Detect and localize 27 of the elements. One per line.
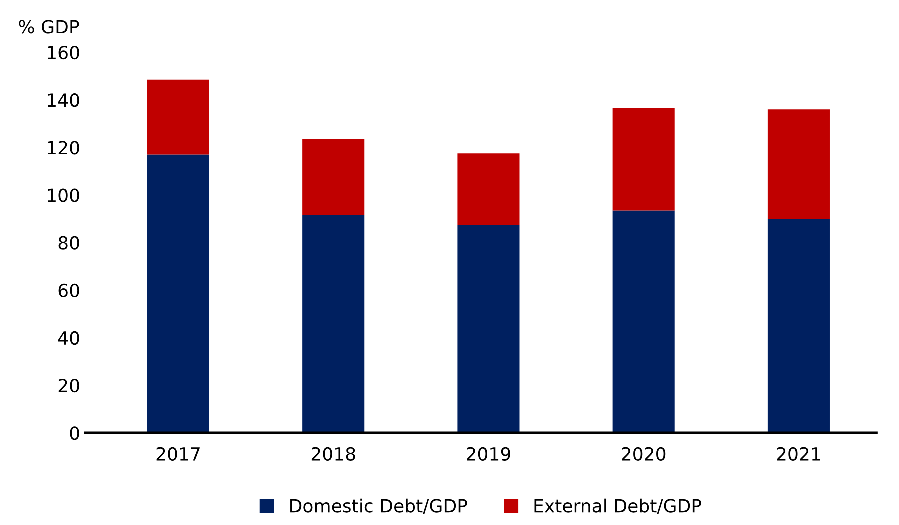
x-tick-label: 2018 [312,447,356,461]
y-tick-label: 60 [58,284,80,298]
legend-label: External Debt/GDP [534,498,702,514]
bar [768,110,830,220]
bar [458,154,520,225]
y-tick-label: 40 [58,331,80,346]
bar [302,139,365,216]
x-tick-label: 2020 [622,447,666,461]
y-axis-title: % GDP [19,20,80,34]
legend-label: Domestic Debt/GDP [290,498,468,514]
y-tick-label: 160 [48,46,80,60]
bar [147,154,210,434]
y-tick-label: 140 [48,94,80,108]
bar [302,215,365,434]
y-tick-label: 120 [48,141,80,155]
bar [147,80,210,155]
bar [612,210,675,434]
y-tick-label: 80 [58,236,80,250]
bar [612,108,675,211]
x-tick-label: 2017 [156,447,200,461]
y-tick-label: 0 [70,426,80,440]
y-tick-label: 100 [48,188,80,202]
x-tick-label: 2019 [467,447,510,461]
bar [458,224,520,434]
bar [768,219,830,434]
x-tick-label: 2021 [777,447,820,461]
y-tick-label: 20 [58,379,80,393]
